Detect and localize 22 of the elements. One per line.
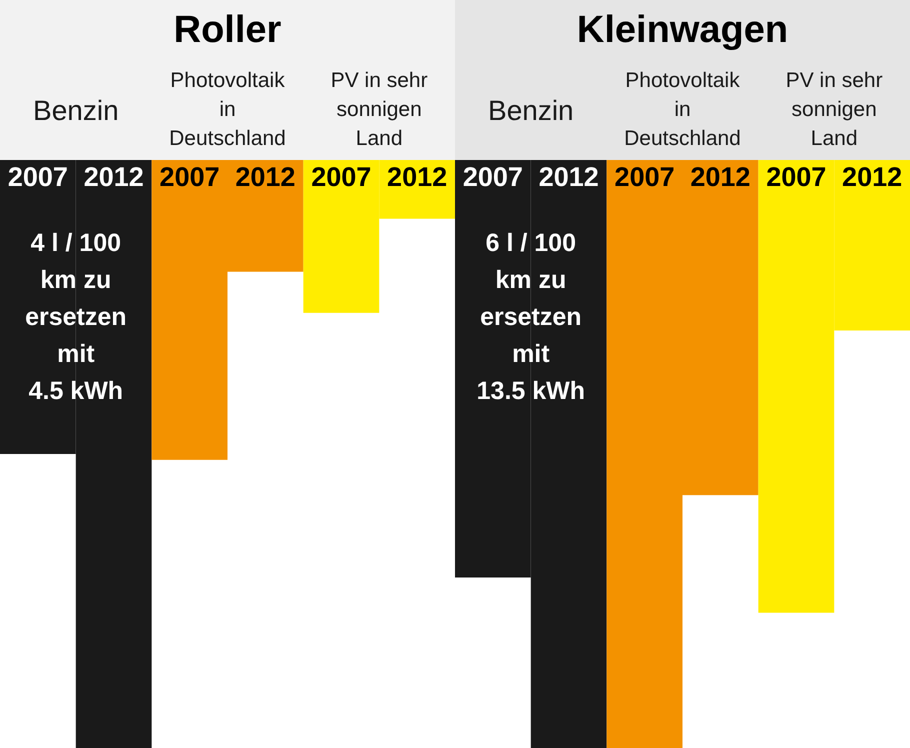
x-tick-label: 2012	[387, 162, 448, 192]
x-tick-label: 2007	[160, 162, 220, 192]
text: Photovoltaik in Deutschland	[624, 69, 741, 150]
x-tick-label: 2012	[538, 162, 599, 192]
x-tick-label: 2007	[766, 162, 826, 192]
text: Benzin	[33, 95, 119, 126]
x-tick-label: 2007	[614, 162, 675, 192]
annotation: 4 l / 100 km zu ersetzen mit 4.5 kWh	[24, 228, 128, 407]
annotation: 6 l / 100 km zu ersetzen mit 13.5 kWh	[476, 228, 586, 407]
text: PV in sehr sonnigen Land	[786, 69, 883, 150]
x-tick-label: 2012	[842, 162, 902, 192]
text: Photovoltaik in Deutschland	[169, 69, 286, 150]
text: Benzin	[488, 95, 574, 126]
x-tick-label: 2007	[462, 162, 523, 192]
text: PV in sehr sonnigen Land	[330, 69, 428, 150]
x-tick-label: 2007	[8, 162, 68, 192]
text: Kleinwagen	[576, 8, 790, 52]
text: Roller	[172, 8, 282, 52]
x-tick-label: 2012	[235, 162, 296, 192]
x-tick-label: 2012	[690, 162, 750, 192]
x-tick-label: 2012	[84, 162, 144, 192]
x-tick-label: 2007	[311, 162, 372, 192]
